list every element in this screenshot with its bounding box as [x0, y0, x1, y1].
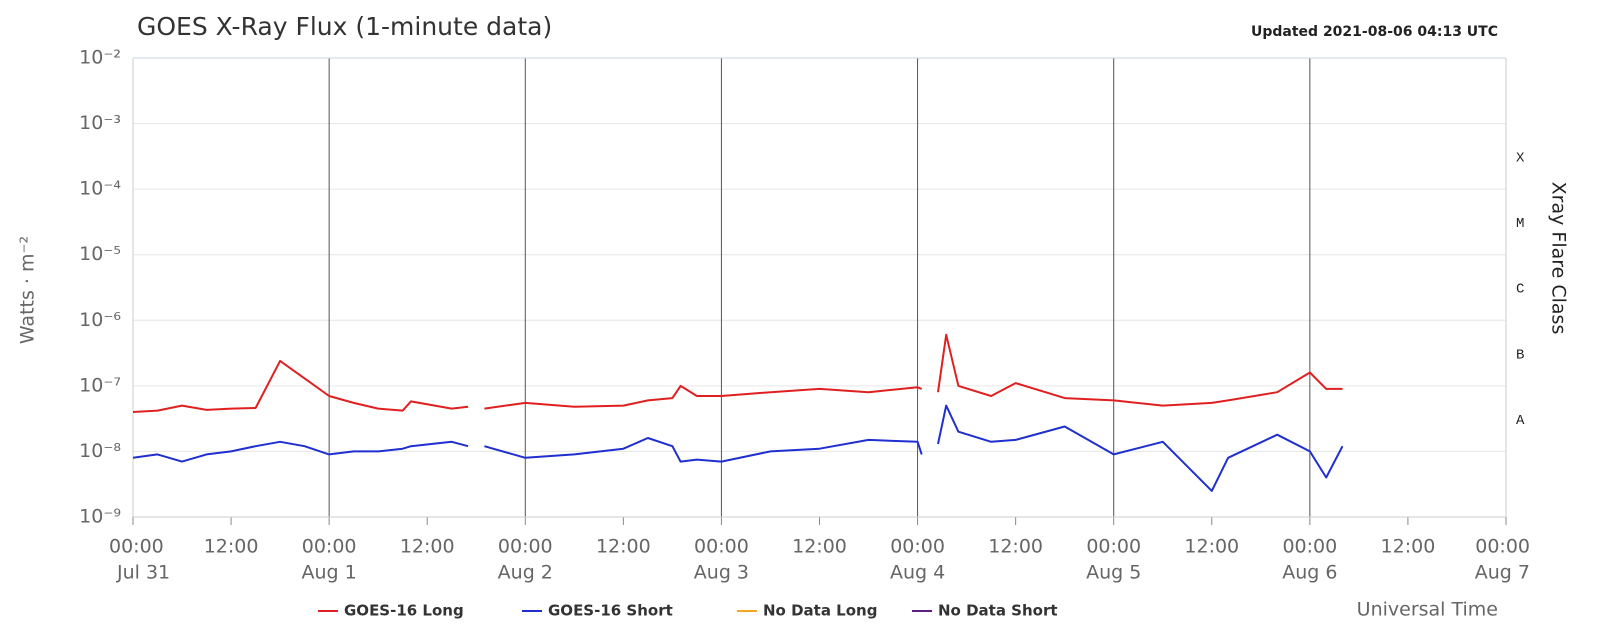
x-tick-date: Aug 3 [694, 562, 749, 584]
y-tick-label: 10⁻² [79, 47, 121, 69]
flare-class-label: M [1516, 216, 1524, 232]
x-tick-label: 12:00 [596, 536, 651, 558]
flare-class-label: A [1516, 413, 1525, 429]
x-axis-title: Universal Time [1357, 599, 1498, 621]
y-tick-label: 10⁻⁶ [79, 309, 121, 331]
x-tick-label: 00:00 [302, 536, 357, 558]
flare-class-label: X [1516, 151, 1525, 167]
legend-label[interactable]: No Data Short [938, 602, 1058, 620]
y-tick-label: 10⁻³ [79, 112, 121, 134]
x-tick-date: Aug 5 [1086, 562, 1141, 584]
x-tick-label: 00:00 [109, 536, 164, 558]
x-tick-label: 12:00 [204, 536, 259, 558]
x-tick-label: 00:00 [694, 536, 749, 558]
x-tick-label: 12:00 [1184, 536, 1239, 558]
y-tick-label: 10⁻⁸ [79, 440, 121, 462]
x-tick-date: Aug 7 [1475, 562, 1530, 584]
legend-label[interactable]: No Data Long [763, 602, 877, 620]
x-tick-label: 00:00 [890, 536, 945, 558]
y2-axis-title: Xray Flare Class [1548, 182, 1570, 335]
x-tick-date: Aug 4 [890, 562, 945, 584]
x-tick-label: 12:00 [792, 536, 847, 558]
x-tick-label: 00:00 [1282, 536, 1337, 558]
y-axis-title: Watts · m⁻² [17, 236, 39, 344]
y-tick-label: 10⁻⁷ [79, 374, 121, 396]
flare-class-label: C [1516, 282, 1524, 298]
x-tick-date: Jul 31 [116, 562, 170, 584]
updated-text: Updated 2021-08-06 04:13 UTC [1251, 24, 1498, 40]
x-tick-label: 12:00 [400, 536, 455, 558]
x-tick-label: 12:00 [1381, 536, 1436, 558]
y-tick-label: 10⁻⁵ [79, 243, 121, 265]
x-tick-date: Aug 1 [302, 562, 357, 584]
y-tick-label: 10⁻⁴ [79, 178, 121, 200]
y-tick-label: 10⁻⁹ [79, 506, 121, 528]
x-tick-label: 12:00 [988, 536, 1043, 558]
chart-title: GOES X-Ray Flux (1-minute data) [137, 12, 552, 41]
x-tick-label: 00:00 [498, 536, 553, 558]
legend-label[interactable]: GOES-16 Long [344, 602, 464, 620]
legend-label[interactable]: GOES-16 Short [548, 602, 673, 620]
x-tick-date: Aug 2 [498, 562, 553, 584]
series-line [132, 333, 1343, 413]
flare-class-label: B [1516, 347, 1524, 363]
series-line [132, 404, 1344, 492]
x-tick-label: 00:00 [1086, 536, 1141, 558]
x-tick-date: Aug 6 [1282, 562, 1337, 584]
x-tick-label: 00:00 [1475, 536, 1530, 558]
